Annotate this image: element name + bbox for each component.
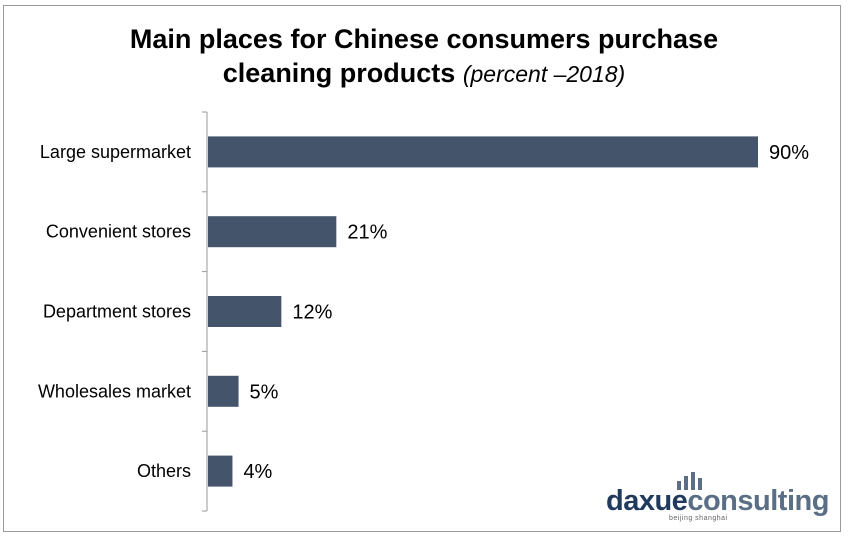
chart-frame [3,5,841,532]
category-label: Large supermarket [40,142,191,162]
bar [208,216,337,248]
category-label: Convenient stores [46,222,191,242]
category-label: Others [137,461,191,481]
value-label: 12% [292,302,332,324]
chart-title: Main places for Chinese consumers purcha… [0,22,848,91]
value-label: 90% [769,142,809,164]
category-label: Wholesales market [38,381,191,401]
value-label: 5% [250,381,279,403]
bar [208,296,282,327]
logo-bars-icon [677,472,702,490]
value-label: 4% [243,461,272,483]
chart-title-bold: cleaning products [222,58,456,88]
daxue-logo: daxueconsulting beijing shanghai [606,472,829,524]
chart-title-line1: Main places for Chinese consumers purcha… [129,24,719,54]
logo-tagline: beijing shanghai [669,515,728,522]
logo-wordmark: daxueconsulting [606,486,829,516]
bar [208,136,758,168]
value-label: 21% [347,222,387,244]
bar [208,375,239,407]
bar [208,455,233,487]
logo-wordmark-consulting: consulting [687,485,829,517]
chart-title-line2: cleaning products (percent –2018) [0,56,848,91]
chart-subtitle: (percent –2018) [462,61,626,87]
logo-wordmark-daxue: daxue [606,485,688,517]
category-label: Department stores [43,302,191,322]
